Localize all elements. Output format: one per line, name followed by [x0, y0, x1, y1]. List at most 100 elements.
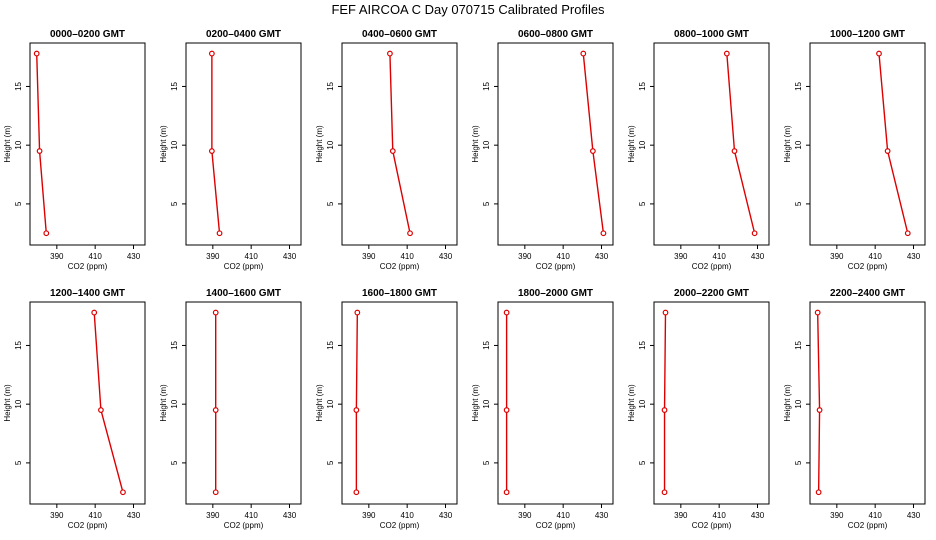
profile-panel: 1400–1600 GMT 390 410 430 CO2 (ppm) 5 10 15 Heig…	[159, 288, 302, 530]
x-tick-label: 410	[556, 252, 570, 261]
profile-point	[212, 309, 219, 316]
profile-point	[661, 489, 668, 496]
y-tick-label: 10	[170, 399, 179, 408]
profile-point	[600, 230, 607, 237]
y-tick-label: 5	[14, 460, 23, 465]
panel-title: 0200–0400 GMT	[206, 29, 281, 40]
profile-point	[212, 407, 219, 413]
y-tick-label: 10	[14, 140, 23, 149]
y-tick-label: 5	[482, 460, 491, 465]
x-tick-label: 410	[556, 511, 570, 520]
profile-panel: 2200–2400 GMT 390 410 430 CO2 (ppm) 5 10 15 Heig…	[783, 288, 926, 530]
profile-point	[662, 309, 669, 316]
plot-frame	[185, 301, 302, 505]
y-tick-label: 5	[638, 460, 647, 465]
x-tick-label: 390	[362, 511, 376, 520]
profile-point	[407, 230, 413, 237]
profile-panel: 1600–1800 GMT 390 410 430 CO2 (ppm) 5 10 15 Heig…	[315, 288, 458, 530]
profile-line	[878, 53, 909, 234]
panel-title: 0400–0600 GMT	[362, 29, 437, 40]
y-tick-label: 15	[794, 340, 803, 349]
y-axis-label: Height (m)	[471, 384, 480, 422]
profile-point	[661, 407, 668, 413]
profile-point	[212, 489, 219, 496]
x-tick-label: 390	[362, 252, 376, 261]
plot-frame	[185, 42, 302, 246]
x-tick-label: 410	[88, 252, 102, 261]
x-tick-label: 410	[88, 511, 102, 520]
page-title: FEF AIRCOA C Day 070715 Calibrated Profi…	[331, 2, 605, 17]
x-tick-label: 410	[244, 252, 258, 261]
y-axis-label: Height (m)	[159, 384, 168, 422]
x-axis-label: CO2 (ppm)	[68, 262, 108, 271]
y-tick-label: 5	[638, 201, 647, 206]
y-axis-label: Height (m)	[3, 384, 12, 422]
panel-title: 0600–0800 GMT	[518, 29, 593, 40]
plot-frame	[497, 301, 614, 505]
y-tick-label: 15	[638, 340, 647, 349]
panel-title: 0800–1000 GMT	[674, 29, 749, 40]
x-axis-label: CO2 (ppm)	[536, 521, 576, 530]
y-tick-label: 10	[482, 399, 491, 408]
x-axis-label: CO2 (ppm)	[380, 521, 420, 530]
profile-point	[884, 148, 891, 154]
profile-panel: 2000–2200 GMT 390 410 430 CO2 (ppm) 5 10 15 Heig…	[627, 288, 770, 530]
profile-point	[208, 148, 215, 154]
y-tick-label: 15	[170, 81, 179, 90]
y-tick-label: 10	[794, 140, 803, 149]
profile-point	[36, 148, 43, 154]
profile-panel: 0600–0800 GMT 390 410 430 CO2 (ppm) 5 10 15 Heig…	[471, 29, 614, 271]
y-axis-label: Height (m)	[471, 125, 480, 163]
profile-line	[389, 53, 411, 234]
profile-panel: 1800–2000 GMT 390 410 430 CO2 (ppm) 5 10 15 Heig…	[471, 288, 614, 530]
profile-panel: 0800–1000 GMT 390 410 430 CO2 (ppm) 5 10 15 Heig…	[627, 29, 770, 271]
y-axis-label: Height (m)	[3, 125, 12, 163]
y-tick-label: 10	[482, 140, 491, 149]
x-tick-label: 410	[712, 252, 726, 261]
y-axis-label: Height (m)	[627, 384, 636, 422]
profile-line	[582, 53, 605, 234]
profile-point	[33, 50, 40, 57]
profile-line	[211, 53, 221, 234]
x-tick-label: 430	[439, 511, 453, 520]
panel-title: 1200–1400 GMT	[50, 288, 125, 299]
profile-line	[355, 312, 359, 493]
y-tick-label: 10	[170, 140, 179, 149]
profile-point	[216, 230, 223, 237]
x-tick-label: 430	[595, 252, 609, 261]
x-tick-label: 430	[439, 252, 453, 261]
x-tick-label: 390	[518, 252, 532, 261]
profile-point	[353, 407, 360, 413]
profile-point	[91, 309, 98, 316]
plot-frame	[497, 42, 614, 246]
x-tick-label: 410	[400, 252, 414, 261]
x-tick-label: 390	[674, 252, 688, 261]
panel-title: 2000–2200 GMT	[674, 288, 749, 299]
y-tick-label: 15	[170, 340, 179, 349]
y-tick-label: 5	[326, 460, 335, 465]
x-tick-label: 410	[244, 511, 258, 520]
profile-point	[389, 148, 396, 154]
y-tick-label: 15	[14, 340, 23, 349]
plot-frame	[341, 301, 458, 505]
y-tick-label: 10	[326, 399, 335, 408]
x-tick-label: 430	[127, 252, 141, 261]
x-axis-label: CO2 (ppm)	[536, 262, 576, 271]
y-tick-label: 10	[638, 399, 647, 408]
y-tick-label: 5	[170, 460, 179, 465]
profile-point	[208, 50, 215, 57]
y-tick-label: 15	[794, 81, 803, 90]
profile-point	[815, 489, 822, 496]
y-axis-label: Height (m)	[783, 384, 792, 422]
x-axis-label: CO2 (ppm)	[224, 521, 264, 530]
profile-point	[353, 489, 360, 496]
profile-point	[98, 407, 104, 413]
x-tick-label: 390	[206, 511, 220, 520]
profile-point	[816, 407, 823, 413]
y-tick-label: 5	[482, 201, 491, 206]
profile-panel: 1200–1400 GMT 390 410 430 CO2 (ppm) 5 10 15 Heig…	[3, 288, 146, 530]
y-tick-label: 15	[326, 340, 335, 349]
panel-title: 1800–2000 GMT	[518, 288, 593, 299]
x-axis-label: CO2 (ppm)	[224, 262, 264, 271]
profile-line	[816, 312, 821, 493]
